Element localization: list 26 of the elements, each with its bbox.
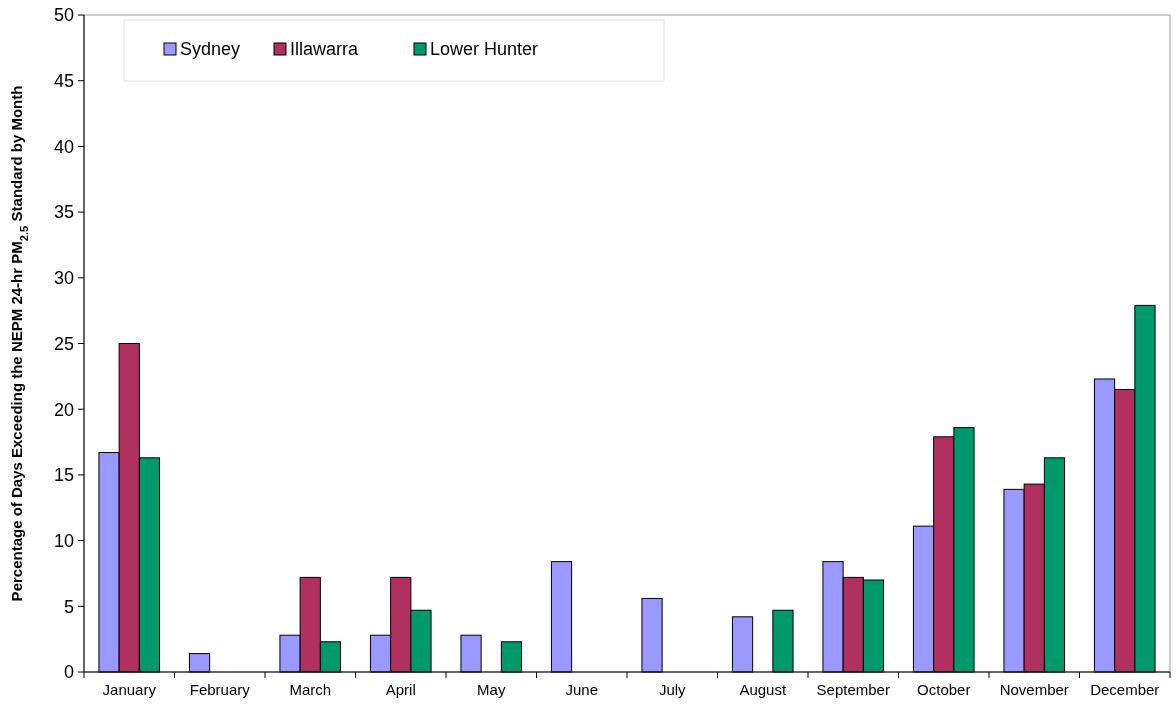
y-tick-label: 40 [53, 136, 74, 157]
y-tick-label: 5 [63, 596, 74, 617]
x-tick-label: May [477, 681, 506, 698]
x-tick-label: October [917, 681, 971, 698]
x-tick-label: February [189, 681, 251, 698]
y-tick-label: 30 [53, 268, 74, 289]
x-tick-label: November [999, 681, 1069, 698]
x-tick-label: March [289, 681, 332, 698]
x-tick-label: December [1090, 681, 1160, 698]
x-tick-label: August [739, 681, 787, 698]
y-tick-label: 15 [53, 465, 74, 486]
x-tick-label: April [385, 681, 416, 698]
y-tick-label: 10 [53, 530, 74, 551]
x-tick-label: June [565, 681, 599, 698]
x-tick-label: September [816, 681, 890, 698]
x-tick-label: July [658, 681, 687, 698]
y-tick-label: 45 [53, 71, 74, 91]
y-tick-label: 20 [53, 399, 74, 420]
legend-label: Lower Hunter [430, 39, 539, 59]
legend-label: Illawarra [290, 39, 360, 59]
y-tick-label: 35 [53, 202, 74, 223]
y-tick-label: 25 [53, 333, 74, 354]
x-tick-label: January [102, 681, 157, 698]
legend-label: Sydney [180, 39, 241, 59]
y-tick-label: 0 [63, 662, 74, 683]
y-tick-label: 50 [53, 5, 74, 26]
